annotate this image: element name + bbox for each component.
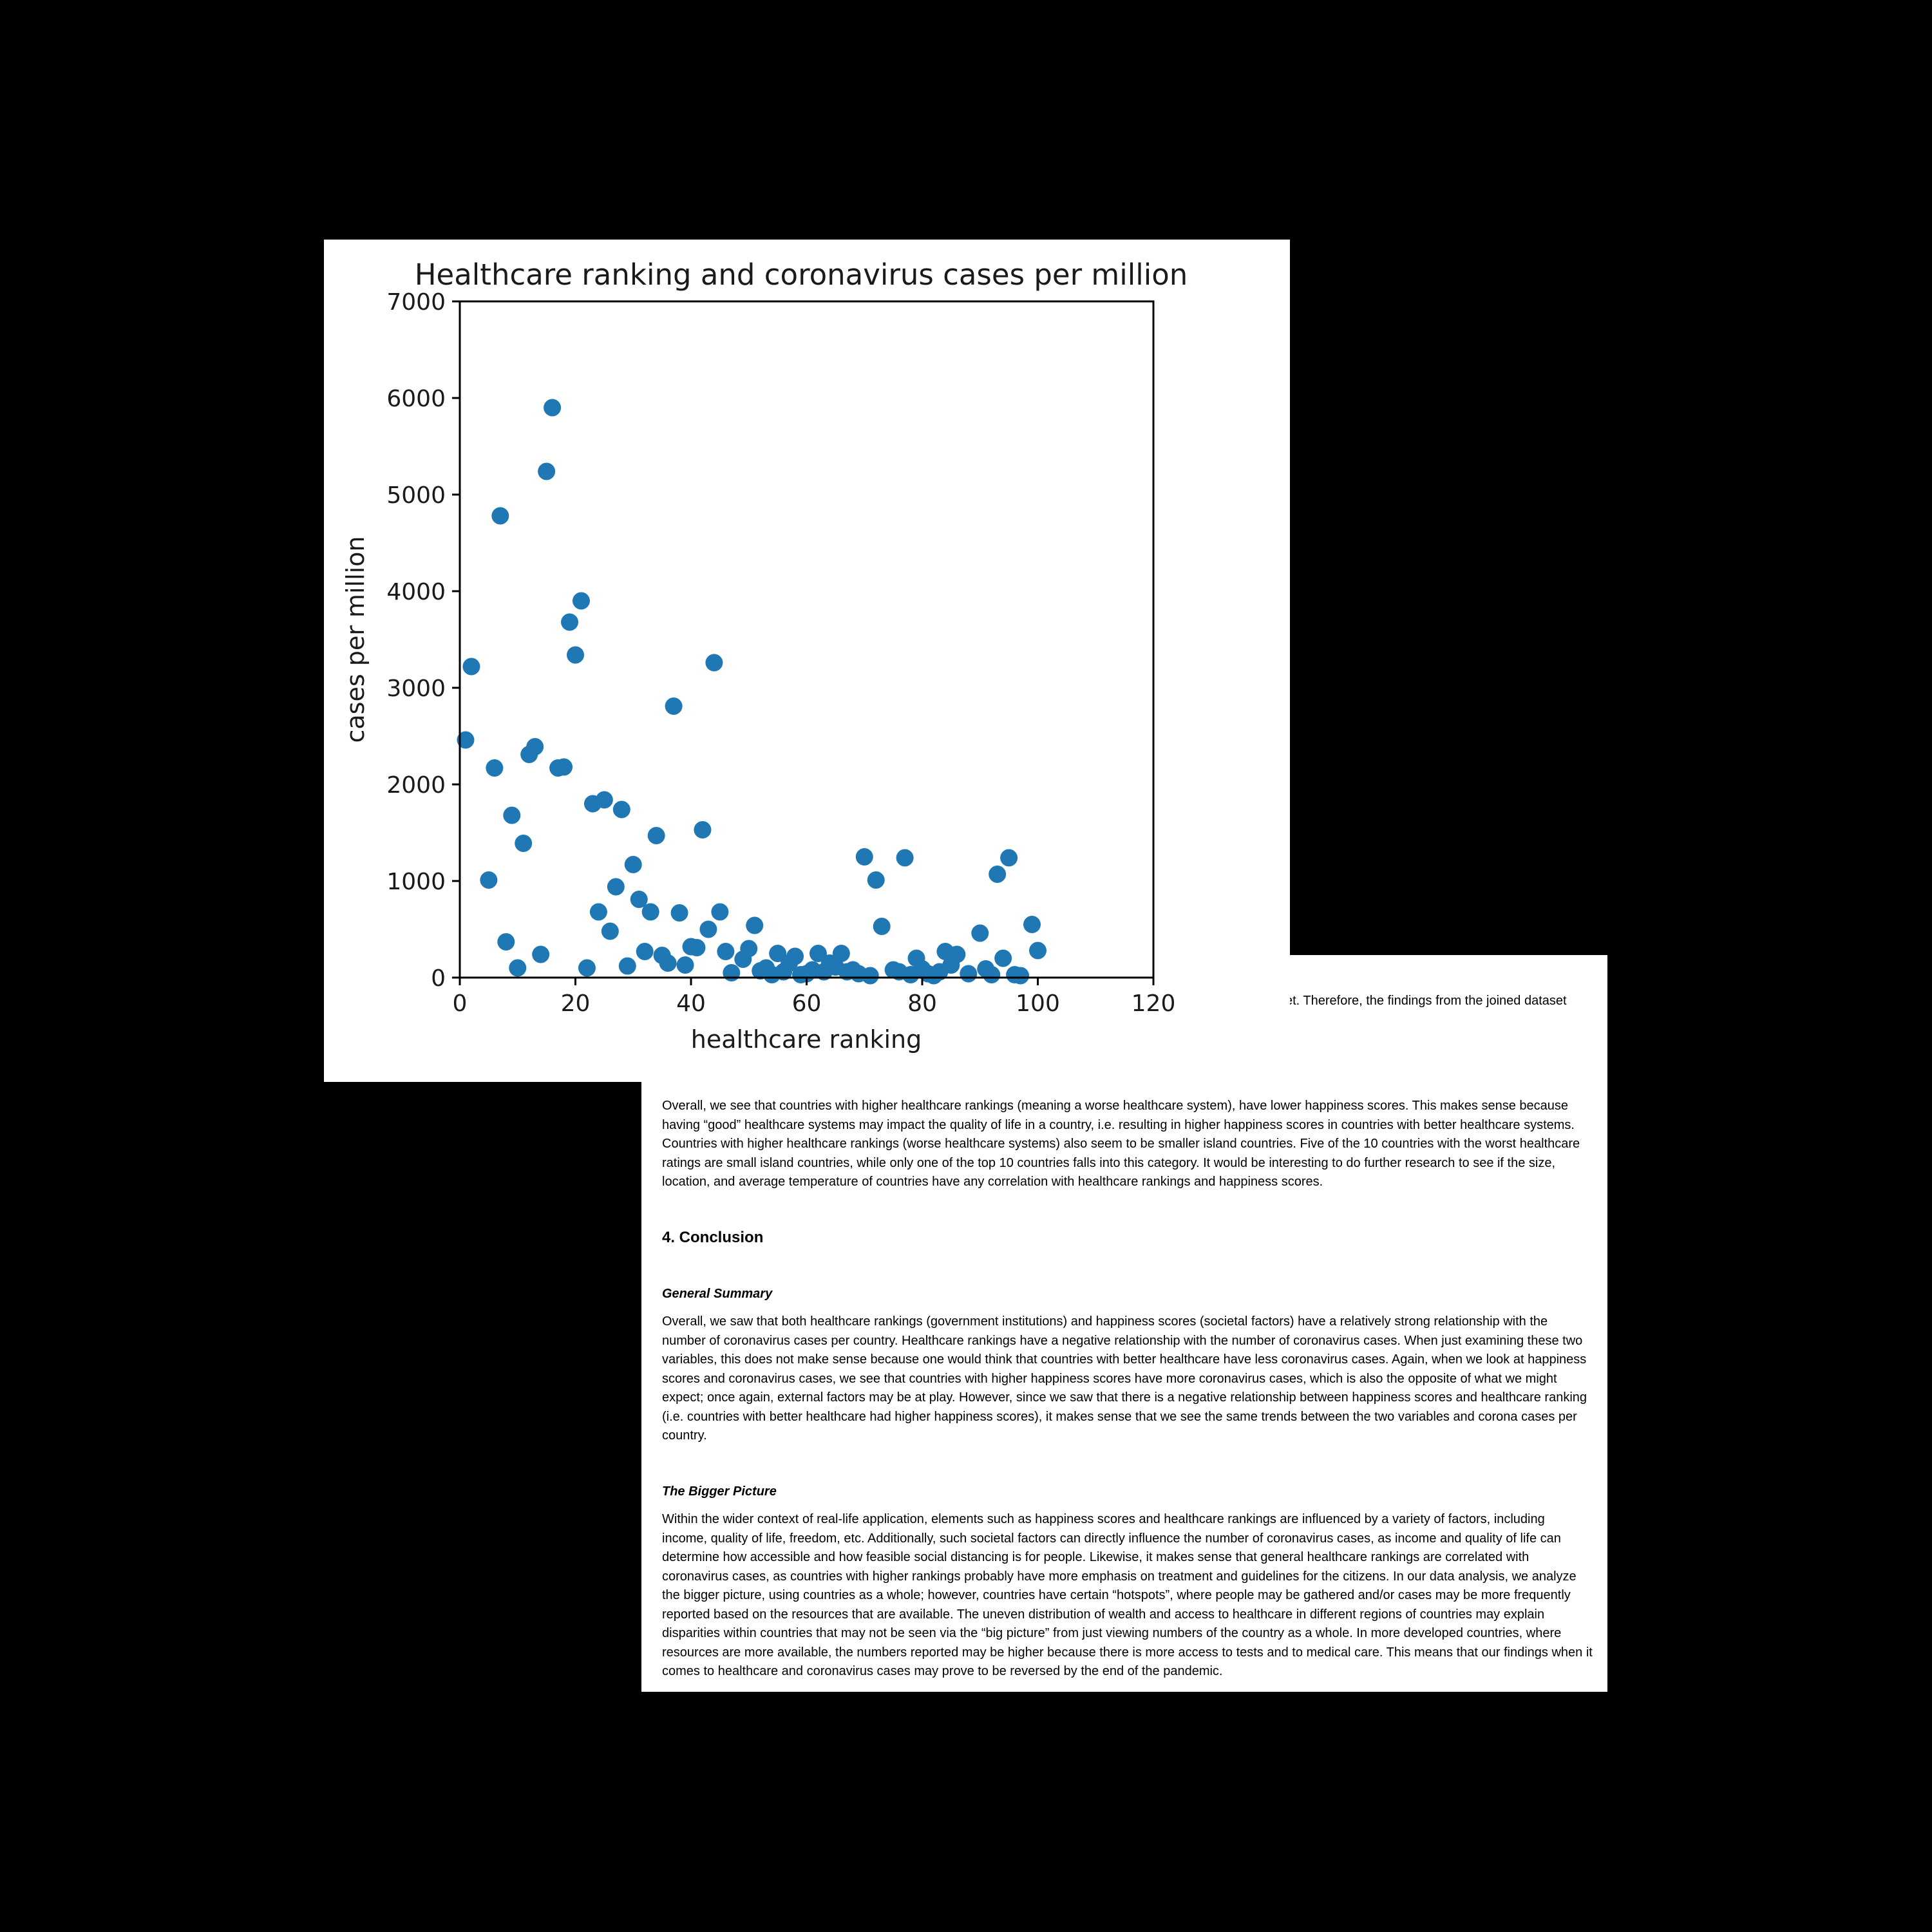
data-point-2 [480,871,498,889]
data-point-10 [526,738,544,755]
data-point-90 [1012,967,1030,985]
y-tick-label: 3000 [386,676,446,702]
data-point-0 [457,731,475,749]
data-point-13 [544,399,562,417]
data-point-72 [896,849,914,867]
data-point-1 [462,658,480,676]
data-point-31 [647,827,665,844]
paragraph-bigger-picture: Within the wider context of real-life ap… [662,1512,1593,1678]
y-tick-label: 2000 [386,772,446,799]
data-point-81 [948,945,966,963]
data-point-66 [855,848,873,866]
plot-area-frame [459,300,1155,979]
data-point-39 [694,821,712,838]
data-point-62 [832,945,850,962]
y-tick-label: 5000 [386,482,446,509]
data-point-25 [612,800,630,819]
data-point-16 [561,613,579,631]
data-point-88 [1000,849,1018,867]
data-point-58 [809,945,827,962]
subheading-general-summary: General Summary [662,1287,773,1301]
data-point-7 [509,959,527,977]
data-point-22 [595,791,613,809]
data-points [457,399,1046,985]
paragraph-general-summary: Overall, we saw that both healthcare ran… [662,1314,1587,1443]
paragraph-happiness-healthcare: Overall, we see that countries with high… [662,1099,1580,1189]
data-point-28 [630,891,648,908]
data-point-47 [746,916,764,934]
data-point-46 [740,940,758,958]
data-point-68 [867,871,885,889]
y-axis-ticks: 0 1000 2000 3000 4000 5000 6000 7000 [386,289,460,992]
data-point-23 [601,922,619,940]
data-point-91 [1023,916,1041,933]
data-point-21 [589,903,607,921]
data-point-33 [659,954,677,972]
data-point-34 [665,697,683,715]
x-tick-label: 40 [676,990,706,1017]
y-tick-label: 6000 [386,386,446,412]
data-point-3 [486,759,504,777]
data-point-51 [769,945,787,962]
x-axis-label: healthcare ranking [691,1025,922,1054]
x-tick-label: 60 [792,990,822,1017]
data-point-43 [717,943,735,960]
data-point-85 [983,966,1001,983]
y-tick-label: 1000 [386,869,446,895]
data-point-30 [641,903,659,921]
data-point-19 [578,959,596,977]
data-point-36 [676,956,694,974]
subheading-bigger-picture: The Bigger Picture [662,1484,777,1499]
data-point-11 [532,945,550,963]
y-axis-label: cases per million [341,536,370,743]
data-point-6 [503,806,521,824]
data-point-26 [618,957,636,975]
data-point-24 [607,878,625,896]
data-point-83 [971,924,989,942]
data-point-82 [960,965,978,983]
data-point-12 [538,462,556,480]
data-point-67 [861,967,879,985]
data-point-69 [873,918,891,935]
scatter-chart: Healthcare ranking and coronavirus cases… [341,258,1188,1054]
data-point-35 [670,904,688,922]
data-point-18 [572,592,590,610]
x-tick-label: 80 [907,990,937,1017]
data-point-4 [491,507,509,525]
chart-title: Healthcare ranking and coronavirus cases… [415,258,1188,292]
text-fragment: et. Therefore, the findings from the joi… [1285,994,1567,1008]
data-point-42 [711,903,729,921]
x-axis-ticks: 0 20 40 60 80 100 120 [453,978,1176,1017]
y-tick-label: 7000 [386,289,446,316]
data-point-5 [497,933,515,951]
data-point-54 [786,947,804,965]
data-point-17 [567,646,584,664]
data-point-92 [1029,942,1046,960]
data-point-38 [688,939,706,956]
data-point-44 [723,964,741,981]
x-tick-label: 100 [1016,990,1060,1017]
x-tick-label: 20 [561,990,591,1017]
data-point-15 [555,758,573,776]
data-point-87 [994,949,1012,967]
data-point-27 [624,856,642,873]
data-point-41 [705,654,723,672]
y-tick-label: 4000 [386,579,446,605]
data-point-86 [989,866,1007,883]
x-tick-label: 120 [1132,990,1176,1017]
scatter-chart-panel: Healthcare ranking and coronavirus cases… [324,240,1290,1082]
data-point-8 [515,835,533,852]
section-heading-conclusion: 4. Conclusion [662,1229,764,1246]
data-point-29 [636,943,654,960]
data-point-40 [699,920,717,938]
y-tick-label: 0 [431,965,446,992]
x-tick-label: 0 [453,990,468,1017]
